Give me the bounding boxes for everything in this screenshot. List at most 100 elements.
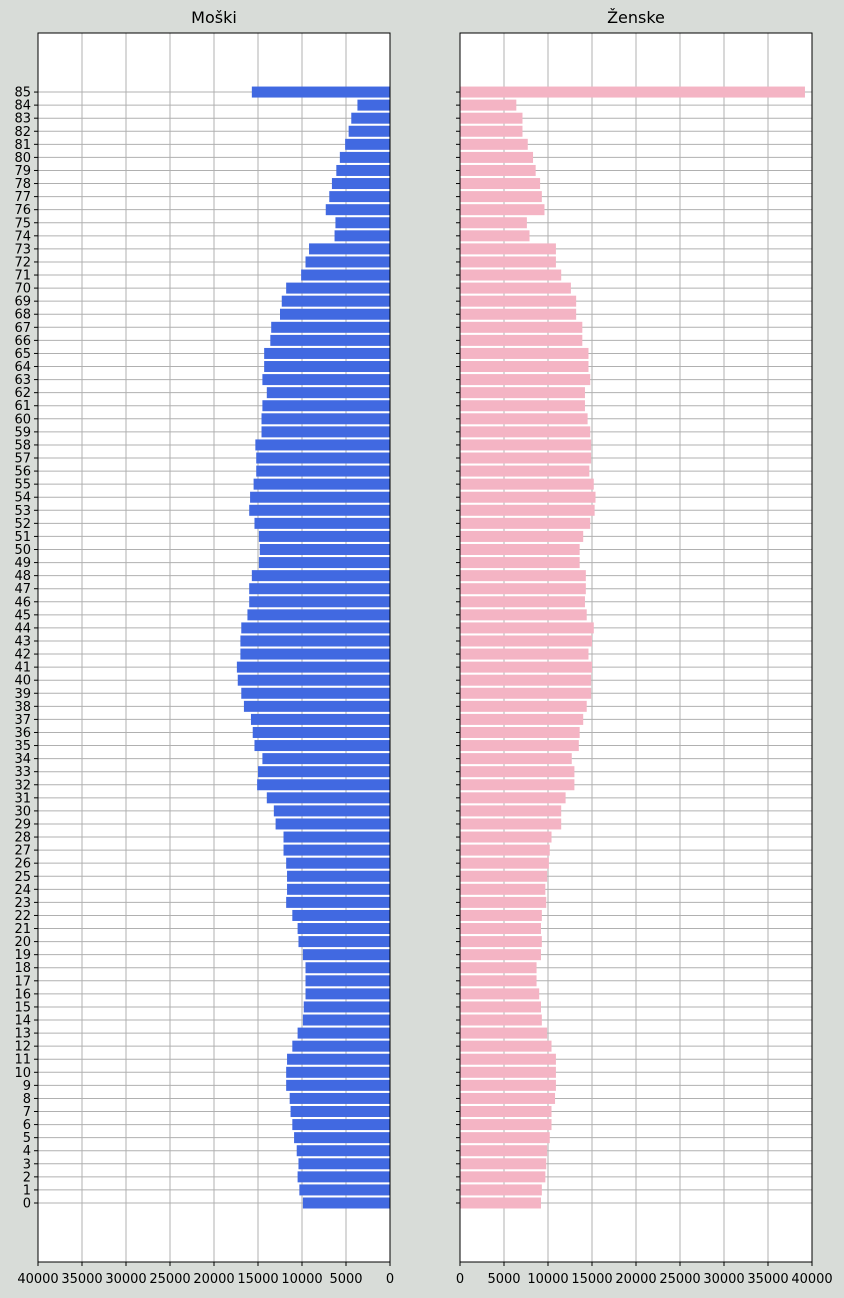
bar-age-15 — [460, 1001, 541, 1013]
y-tick-label: 20 — [14, 935, 31, 950]
bar-age-47 — [249, 583, 390, 595]
bar-age-53 — [460, 504, 595, 516]
bar-age-17 — [460, 975, 537, 987]
y-tick-label: 68 — [14, 308, 31, 323]
bar-age-65 — [264, 347, 390, 359]
bar-age-42 — [240, 648, 390, 660]
y-tick-label: 22 — [14, 909, 31, 924]
y-tick-label: 45 — [14, 608, 31, 623]
bar-age-79 — [460, 164, 536, 176]
bar-age-81 — [460, 138, 528, 150]
bar-age-37 — [460, 713, 584, 725]
y-tick-label: 21 — [14, 922, 31, 937]
bar-age-43 — [240, 635, 390, 647]
bar-age-71 — [460, 269, 562, 281]
bar-age-46 — [460, 596, 585, 608]
x-tick-label: 20000 — [615, 1272, 656, 1287]
y-tick-label: 78 — [14, 177, 31, 192]
y-tick-label: 61 — [14, 399, 31, 414]
bar-age-61 — [460, 400, 585, 412]
chart-title: Ženske — [607, 8, 665, 27]
bar-age-13 — [297, 1027, 390, 1039]
y-tick-label: 7 — [23, 1105, 31, 1120]
panel-zenske: 0 5000 10000 15000 20000 25000 30000 35000 40000… — [456, 8, 833, 1287]
y-tick-label: 72 — [14, 255, 31, 270]
bar-age-70 — [460, 282, 571, 294]
y-tick-label: 30 — [14, 804, 31, 819]
bar-age-78 — [460, 178, 541, 190]
x-tick-label: 25000 — [149, 1272, 190, 1287]
bar-age-9 — [286, 1079, 390, 1091]
y-tick-label: 58 — [14, 438, 31, 453]
bar-age-24 — [287, 883, 390, 895]
y-tick-label: 37 — [14, 713, 31, 728]
y-tick-label: 64 — [14, 360, 31, 375]
bar-age-10 — [286, 1066, 390, 1078]
x-tick-label: 10000 — [281, 1272, 322, 1287]
y-tick-label: 80 — [14, 151, 31, 166]
y-tick-label: 24 — [14, 883, 31, 898]
bar-age-21 — [460, 923, 541, 935]
chart-title: Moški — [191, 8, 237, 27]
y-tick-label: 0 — [23, 1197, 31, 1212]
bar-age-29 — [275, 818, 390, 830]
y-tick-label: 83 — [14, 112, 31, 127]
y-tick-label: 65 — [14, 347, 31, 362]
y-tick-label: 51 — [14, 530, 31, 545]
bar-age-70 — [286, 282, 390, 294]
bar-age-30 — [460, 805, 562, 817]
bar-age-40 — [460, 674, 592, 686]
y-tick-label: 6 — [23, 1118, 31, 1133]
bar-age-10 — [460, 1066, 556, 1078]
bar-age-61 — [262, 400, 390, 412]
x-tick-label: 35000 — [61, 1272, 102, 1287]
bar-age-80 — [339, 151, 390, 163]
bar-age-72 — [460, 256, 556, 268]
bar-age-55 — [253, 478, 390, 490]
y-tick-label: 33 — [14, 765, 31, 780]
y-tick-label: 23 — [14, 896, 31, 911]
y-tick-label: 16 — [14, 987, 31, 1002]
bar-age-69 — [460, 295, 577, 307]
y-tick-label: 82 — [14, 125, 31, 140]
y-tick-label: 84 — [14, 99, 31, 114]
bar-age-73 — [309, 243, 390, 255]
bar-age-17 — [305, 975, 390, 987]
y-tick-label: 43 — [14, 634, 31, 649]
y-tick-label: 26 — [14, 857, 31, 872]
bar-age-75 — [335, 217, 390, 229]
y-tick-label: 13 — [14, 1027, 31, 1042]
bar-age-14 — [302, 1014, 390, 1026]
y-tick-label: 29 — [14, 817, 31, 832]
y-tick-label: 66 — [14, 334, 31, 349]
bar-age-9 — [460, 1079, 556, 1091]
y-tick-label: 69 — [14, 295, 31, 310]
bar-age-51 — [258, 530, 390, 542]
y-tick-label: 42 — [14, 648, 31, 663]
y-tick-label: 9 — [23, 1079, 31, 1094]
bar-age-18 — [460, 962, 537, 974]
y-tick-label: 4 — [23, 1144, 31, 1159]
bar-age-44 — [460, 622, 594, 634]
x-tick-label: 20000 — [193, 1272, 234, 1287]
bar-age-11 — [287, 1053, 390, 1065]
y-tick-label: 52 — [14, 517, 31, 532]
bar-age-4 — [296, 1145, 390, 1157]
y-tick-label: 48 — [14, 569, 31, 584]
y-tick-label: 36 — [14, 726, 31, 741]
bar-age-23 — [286, 896, 390, 908]
bar-age-41 — [460, 661, 592, 673]
bar-age-54 — [250, 491, 390, 503]
bar-age-35 — [254, 740, 390, 752]
x-tick-label: 40000 — [791, 1272, 832, 1287]
bar-age-0 — [302, 1197, 390, 1209]
bar-age-85 — [460, 86, 805, 98]
bar-age-63 — [262, 374, 390, 386]
bar-age-29 — [460, 818, 562, 830]
bar-age-31 — [266, 792, 390, 804]
bar-age-72 — [305, 256, 390, 268]
y-tick-label: 5 — [23, 1131, 31, 1146]
bar-age-12 — [460, 1040, 552, 1052]
y-tick-label: 39 — [14, 687, 31, 702]
bar-age-85 — [251, 86, 390, 98]
